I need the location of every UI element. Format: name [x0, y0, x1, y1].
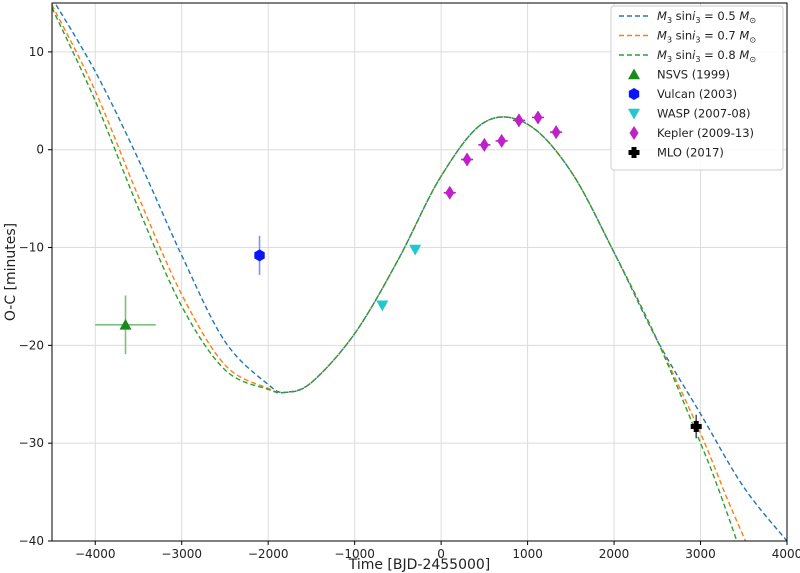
legend-marker — [628, 68, 640, 80]
legend-label: M3 sini3 = 0.5 M⊙ — [657, 9, 756, 25]
legend: M3 sini3 = 0.5 M⊙ M3 sini3 = 0.7 M⊙ M3 sin… — [610, 5, 784, 171]
data-point — [533, 110, 543, 125]
model-curve-3 — [52, 7, 738, 541]
data-point — [254, 249, 265, 262]
model-curve-1 — [54, 3, 787, 541]
data-point — [690, 421, 702, 433]
data-point — [462, 152, 472, 167]
data-point — [445, 185, 455, 200]
y-tick-label: −20 — [19, 338, 44, 352]
legend-marker — [628, 88, 640, 100]
x-tick-label: −1000 — [334, 547, 375, 561]
legend-box — [610, 5, 784, 171]
x-tick-label: 4000 — [772, 547, 800, 561]
x-tick-label: 1000 — [512, 547, 543, 561]
y-axis-label: O-C [minutes] — [3, 223, 19, 321]
data-point — [551, 125, 561, 140]
data-point — [409, 244, 422, 256]
plot-frame — [51, 2, 788, 542]
y-tick-label: −40 — [19, 534, 44, 548]
observation-points — [95, 110, 702, 439]
legend-label: Vulcan (2003) — [657, 87, 737, 101]
model-curve-2 — [52, 4, 747, 541]
legend-label: M3 sini3 = 0.7 M⊙ — [657, 29, 756, 45]
legend-label: WASP (2007-08) — [657, 107, 751, 121]
data-point — [497, 133, 507, 148]
data-point — [514, 113, 524, 128]
y-tick-label: −30 — [19, 436, 44, 450]
x-tick-label: −4000 — [75, 547, 116, 561]
legend-label: NSVS (1999) — [657, 68, 730, 82]
x-axis-label: Time [BJD-2455000] — [348, 557, 491, 573]
axis-ticks: −4000 −3000 −2000 −1000 0 1000 2000 3000 4000 10 0… — [19, 45, 800, 561]
legend-marker — [628, 147, 640, 158]
y-tick-label: −10 — [19, 241, 44, 255]
data-point — [376, 300, 389, 312]
data-point — [119, 318, 132, 330]
y-tick-label: 10 — [29, 45, 44, 59]
legend-marker — [629, 126, 639, 140]
legend-marker — [628, 108, 640, 120]
x-tick-label: 3000 — [685, 547, 716, 561]
x-tick-label: 0 — [437, 547, 445, 561]
y-tick-label: 0 — [36, 143, 44, 157]
legend-label: MLO (2017) — [657, 146, 724, 160]
legend-label: M3 sini3 = 0.8 M⊙ — [657, 48, 756, 64]
data-point — [479, 137, 489, 152]
model-curves — [52, 3, 787, 541]
x-tick-label: −3000 — [161, 547, 202, 561]
legend-label: Kepler (2009-13) — [657, 126, 754, 140]
x-tick-label: −2000 — [248, 547, 289, 561]
x-tick-label: 2000 — [599, 547, 630, 561]
grid-lines — [52, 3, 788, 542]
